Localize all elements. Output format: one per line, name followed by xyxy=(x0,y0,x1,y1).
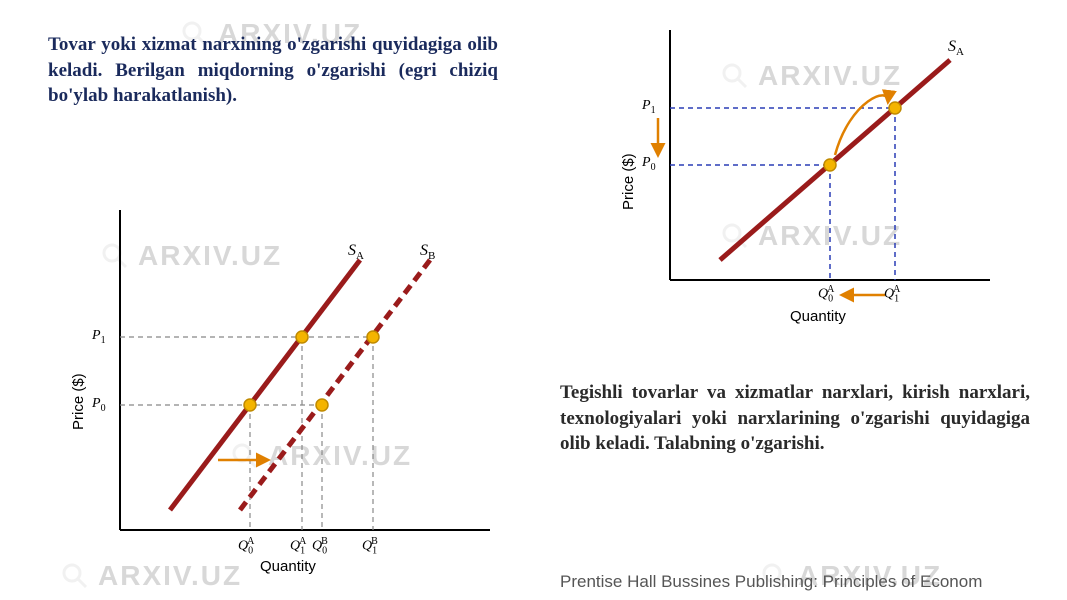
chart-svg xyxy=(590,10,1010,340)
paragraph-top: Tovar yoki xizmat narxining o'zgarishi q… xyxy=(48,32,498,109)
point-b0 xyxy=(316,399,328,411)
tick-p0: P0 xyxy=(642,155,656,173)
movement-arrow xyxy=(835,95,888,155)
label-sa: SA xyxy=(948,38,964,58)
label-sa: SA xyxy=(348,242,364,262)
tick-p1: P1 xyxy=(642,98,656,116)
point-0 xyxy=(824,159,836,171)
tick-q1b: Q1B xyxy=(362,536,378,556)
point-b1 xyxy=(367,331,379,343)
tick-q0b: Q0B xyxy=(312,536,328,556)
tick-p0: P0 xyxy=(92,396,106,414)
y-axis-label: Price ($) xyxy=(620,153,637,210)
chart-movement-along: Price ($) Quantity P1 P0 Q0A Q1A SA xyxy=(590,10,1010,340)
supply-line-sa xyxy=(170,260,360,510)
point-a0 xyxy=(244,399,256,411)
supply-line-sb xyxy=(240,260,430,510)
x-axis-label: Quantity xyxy=(790,308,846,325)
tick-q1: Q1A xyxy=(884,284,900,304)
tick-p1: P1 xyxy=(92,328,106,346)
tick-q0a: Q0A xyxy=(238,536,254,556)
x-axis-label: Quantity xyxy=(260,558,316,575)
tick-q1a: Q1A xyxy=(290,536,306,556)
chart-shift: Price ($) Quantity P1 P0 Q0A Q1A Q0B Q1B… xyxy=(50,200,510,590)
footer-text: Prentise Hall Bussines Publishing: Princ… xyxy=(560,572,982,592)
chart-svg xyxy=(50,200,510,590)
supply-line-sa xyxy=(720,60,950,260)
y-axis-label: Price ($) xyxy=(70,373,87,430)
paragraph-right: Tegishli tovarlar va xizmatlar narxlari,… xyxy=(560,380,1030,457)
point-1 xyxy=(889,102,901,114)
point-a1 xyxy=(296,331,308,343)
label-sb: SB xyxy=(420,242,435,262)
tick-q0: Q0A xyxy=(818,284,834,304)
